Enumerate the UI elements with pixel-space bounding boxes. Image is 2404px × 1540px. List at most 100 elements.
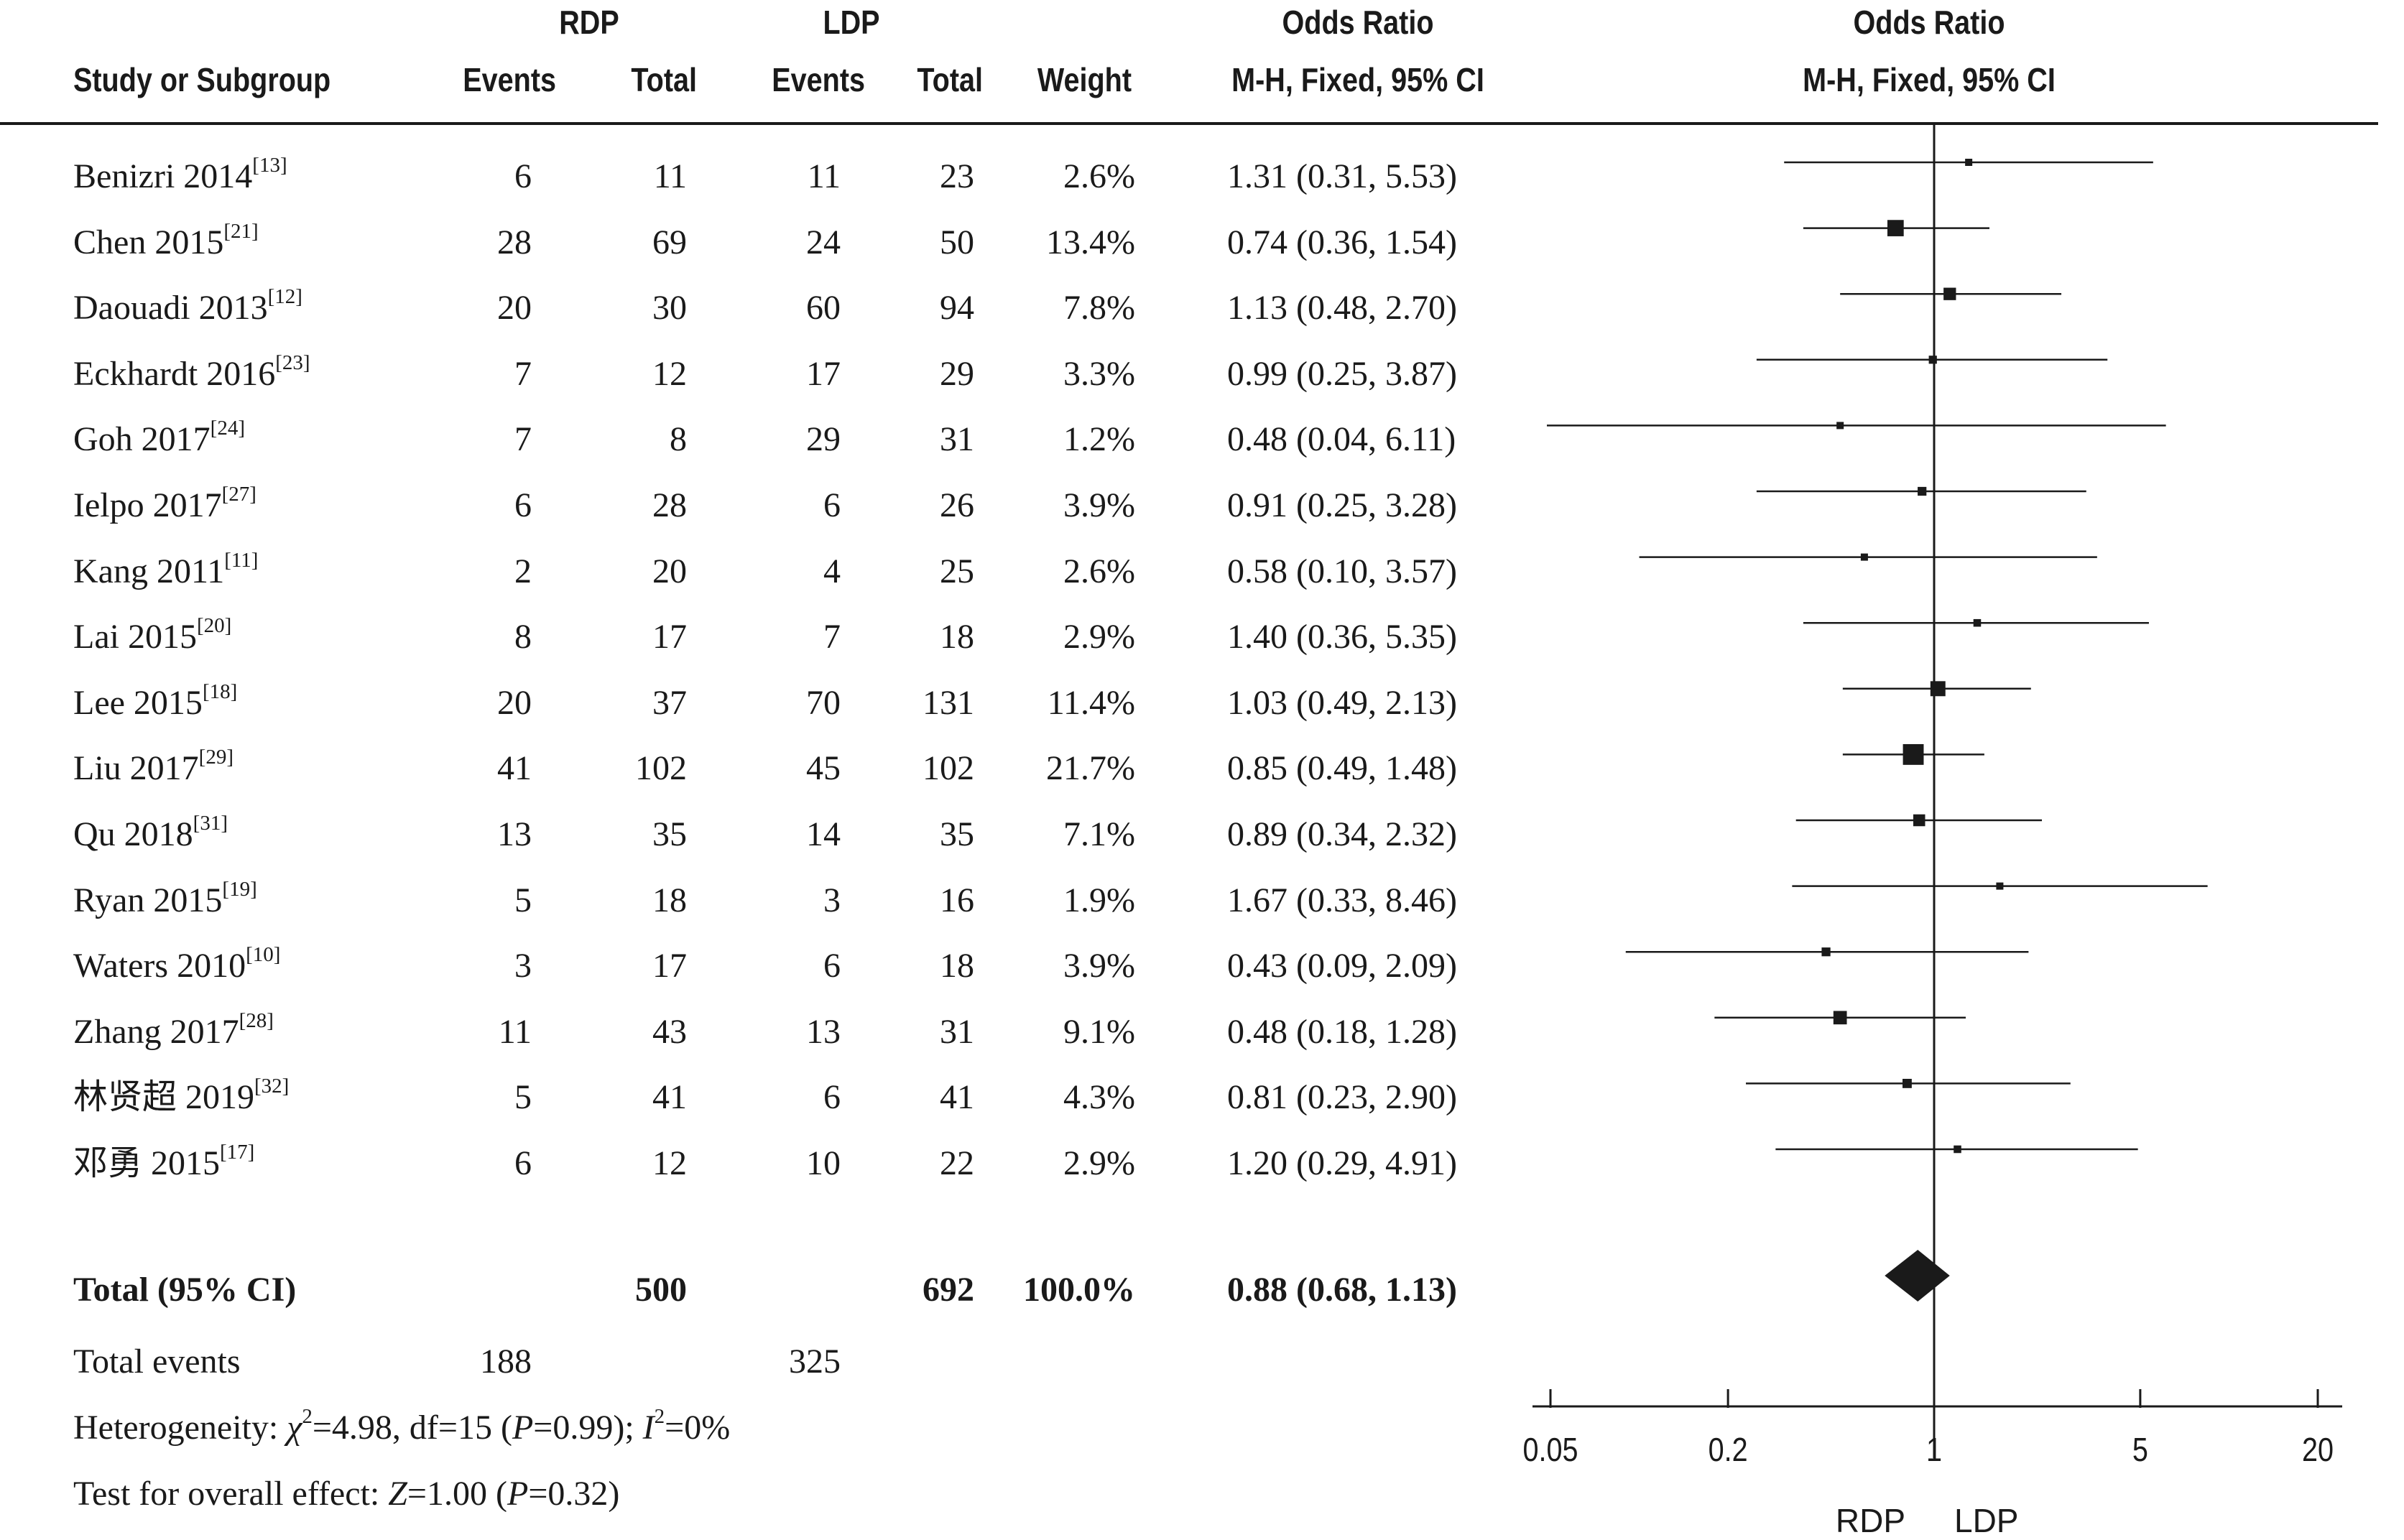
x-tick-label: 0.2 xyxy=(1709,1432,1748,1468)
study-name: Ielpo 2017[27] xyxy=(73,484,256,523)
study-name: Eckhardt 2016[23] xyxy=(73,353,310,393)
study-ci-text: 1.20 (0.29, 4.91) xyxy=(1227,1144,1457,1182)
study-name: Goh 2017[24] xyxy=(73,418,245,458)
effect-square xyxy=(1954,1145,1961,1154)
study-e1: 3 xyxy=(514,947,532,985)
total-label: Total (95% CI) xyxy=(73,1271,297,1309)
study-ref: [11] xyxy=(224,549,259,572)
study-e2: 11 xyxy=(807,157,841,195)
study-ref: [32] xyxy=(254,1075,290,1098)
study-t2: 31 xyxy=(940,1013,974,1051)
study-ci-text: 1.03 (0.49, 2.13) xyxy=(1227,684,1457,722)
study-weight: 7.8% xyxy=(1063,289,1135,327)
study-e2: 13 xyxy=(806,1013,841,1051)
study-ref: [12] xyxy=(267,285,302,308)
study-e2: 45 xyxy=(806,749,841,787)
study-ci-text: 0.81 (0.23, 2.90) xyxy=(1227,1078,1457,1116)
study-t1: 69 xyxy=(652,223,687,261)
study-t2: 23 xyxy=(940,157,974,195)
het-i: I xyxy=(642,1409,655,1447)
effect-square xyxy=(1821,947,1831,957)
study-label: Goh 2017 xyxy=(73,420,211,458)
study-t2: 50 xyxy=(940,223,974,261)
study-name: 邓勇 2015[17] xyxy=(73,1142,254,1181)
study-name: Ryan 2015[19] xyxy=(73,879,257,919)
study-e1: 7 xyxy=(514,420,532,458)
effect-square xyxy=(1860,553,1868,561)
study-e2: 10 xyxy=(806,1144,841,1182)
study-label: Ryan 2015 xyxy=(73,881,223,919)
header-rule xyxy=(0,122,2378,125)
effect-square xyxy=(1903,1078,1912,1088)
study-name: Zhang 2017[28] xyxy=(73,1011,274,1049)
effect-square xyxy=(1930,681,1946,697)
study-t2: 25 xyxy=(940,552,974,590)
total-events1: 188 xyxy=(480,1342,532,1381)
total-events-label: Total events xyxy=(73,1342,241,1381)
or-text-header: Odds Ratio xyxy=(1282,4,1434,41)
study-weight: 3.3% xyxy=(1063,355,1135,393)
study-weight: 3.9% xyxy=(1063,486,1135,524)
study-ref: [19] xyxy=(222,878,257,901)
oe-lead: Test for overall effect: xyxy=(73,1475,389,1513)
het-chi: χ xyxy=(287,1409,302,1447)
x-tick-label: 0.05 xyxy=(1523,1432,1578,1468)
het-chi-rest: =4.98, df=15 ( xyxy=(312,1409,512,1447)
study-ci-text: 0.74 (0.36, 1.54) xyxy=(1227,223,1457,261)
study-name: Qu 2018[31] xyxy=(73,813,228,852)
study-label: Kang 2011 xyxy=(73,552,225,590)
study-t2: 102 xyxy=(923,749,974,787)
study-t2: 26 xyxy=(940,486,974,524)
group1-header: RDP xyxy=(559,4,619,41)
method-plot-header: M-H, Fixed, 95% CI xyxy=(1803,61,2056,98)
study-weight: 9.1% xyxy=(1063,1013,1135,1051)
study-weight: 4.3% xyxy=(1063,1078,1135,1116)
study-label: Benizri 2014 xyxy=(73,157,253,195)
effect-square xyxy=(1928,356,1937,364)
het-p-rest: =0.99); xyxy=(533,1409,643,1447)
het-p: P xyxy=(512,1409,534,1447)
total1-column-header: Total xyxy=(631,61,697,98)
study-e1: 41 xyxy=(497,749,532,787)
study-label: Eckhardt 2016 xyxy=(73,355,276,393)
effect-square xyxy=(1836,422,1844,430)
study-e2: 70 xyxy=(806,684,841,722)
oe-p: P xyxy=(507,1475,529,1513)
study-name: Kang 2011[11] xyxy=(73,550,258,590)
study-e1: 2 xyxy=(514,552,532,590)
events2-column-header: Events xyxy=(772,61,865,98)
x-tick-label: 5 xyxy=(2132,1432,2148,1468)
study-t2: 18 xyxy=(940,947,974,985)
study-name: Lee 2015[18] xyxy=(73,682,237,720)
study-ci-text: 0.89 (0.34, 2.32) xyxy=(1227,815,1457,853)
study-weight: 1.9% xyxy=(1063,881,1135,919)
het-lead: Heterogeneity: xyxy=(73,1409,287,1447)
oe-z-rest: =1.00 ( xyxy=(407,1475,507,1513)
study-e2: 3 xyxy=(823,881,841,919)
study-t1: 30 xyxy=(652,289,687,327)
study-name: Chen 2015[21] xyxy=(73,221,259,260)
effect-square xyxy=(1943,287,1956,300)
study-ci-text: 1.40 (0.36, 5.35) xyxy=(1227,618,1457,656)
study-e1: 13 xyxy=(497,815,532,853)
study-t2: 22 xyxy=(940,1144,974,1182)
study-e1: 8 xyxy=(514,618,532,656)
study-e1: 20 xyxy=(497,289,532,327)
effect-square xyxy=(1996,882,2004,890)
study-name: Lai 2015[20] xyxy=(73,616,231,654)
study-ci-text: 1.31 (0.31, 5.53) xyxy=(1227,157,1457,195)
study-ci-text: 1.13 (0.48, 2.70) xyxy=(1227,289,1457,327)
effect-square xyxy=(1918,486,1927,496)
study-t2: 18 xyxy=(940,618,974,656)
study-ci-text: 0.99 (0.25, 3.87) xyxy=(1227,355,1457,393)
total-total2: 692 xyxy=(923,1271,974,1309)
study-e2: 24 xyxy=(806,223,841,261)
study-t1: 12 xyxy=(652,1144,687,1182)
study-label: Waters 2010 xyxy=(73,947,246,985)
study-ref: [29] xyxy=(198,746,234,769)
effect-square xyxy=(1887,220,1904,236)
study-e2: 17 xyxy=(806,355,841,393)
study-ref: [20] xyxy=(196,614,232,637)
study-label: 林贤超 2019 xyxy=(73,1078,255,1116)
